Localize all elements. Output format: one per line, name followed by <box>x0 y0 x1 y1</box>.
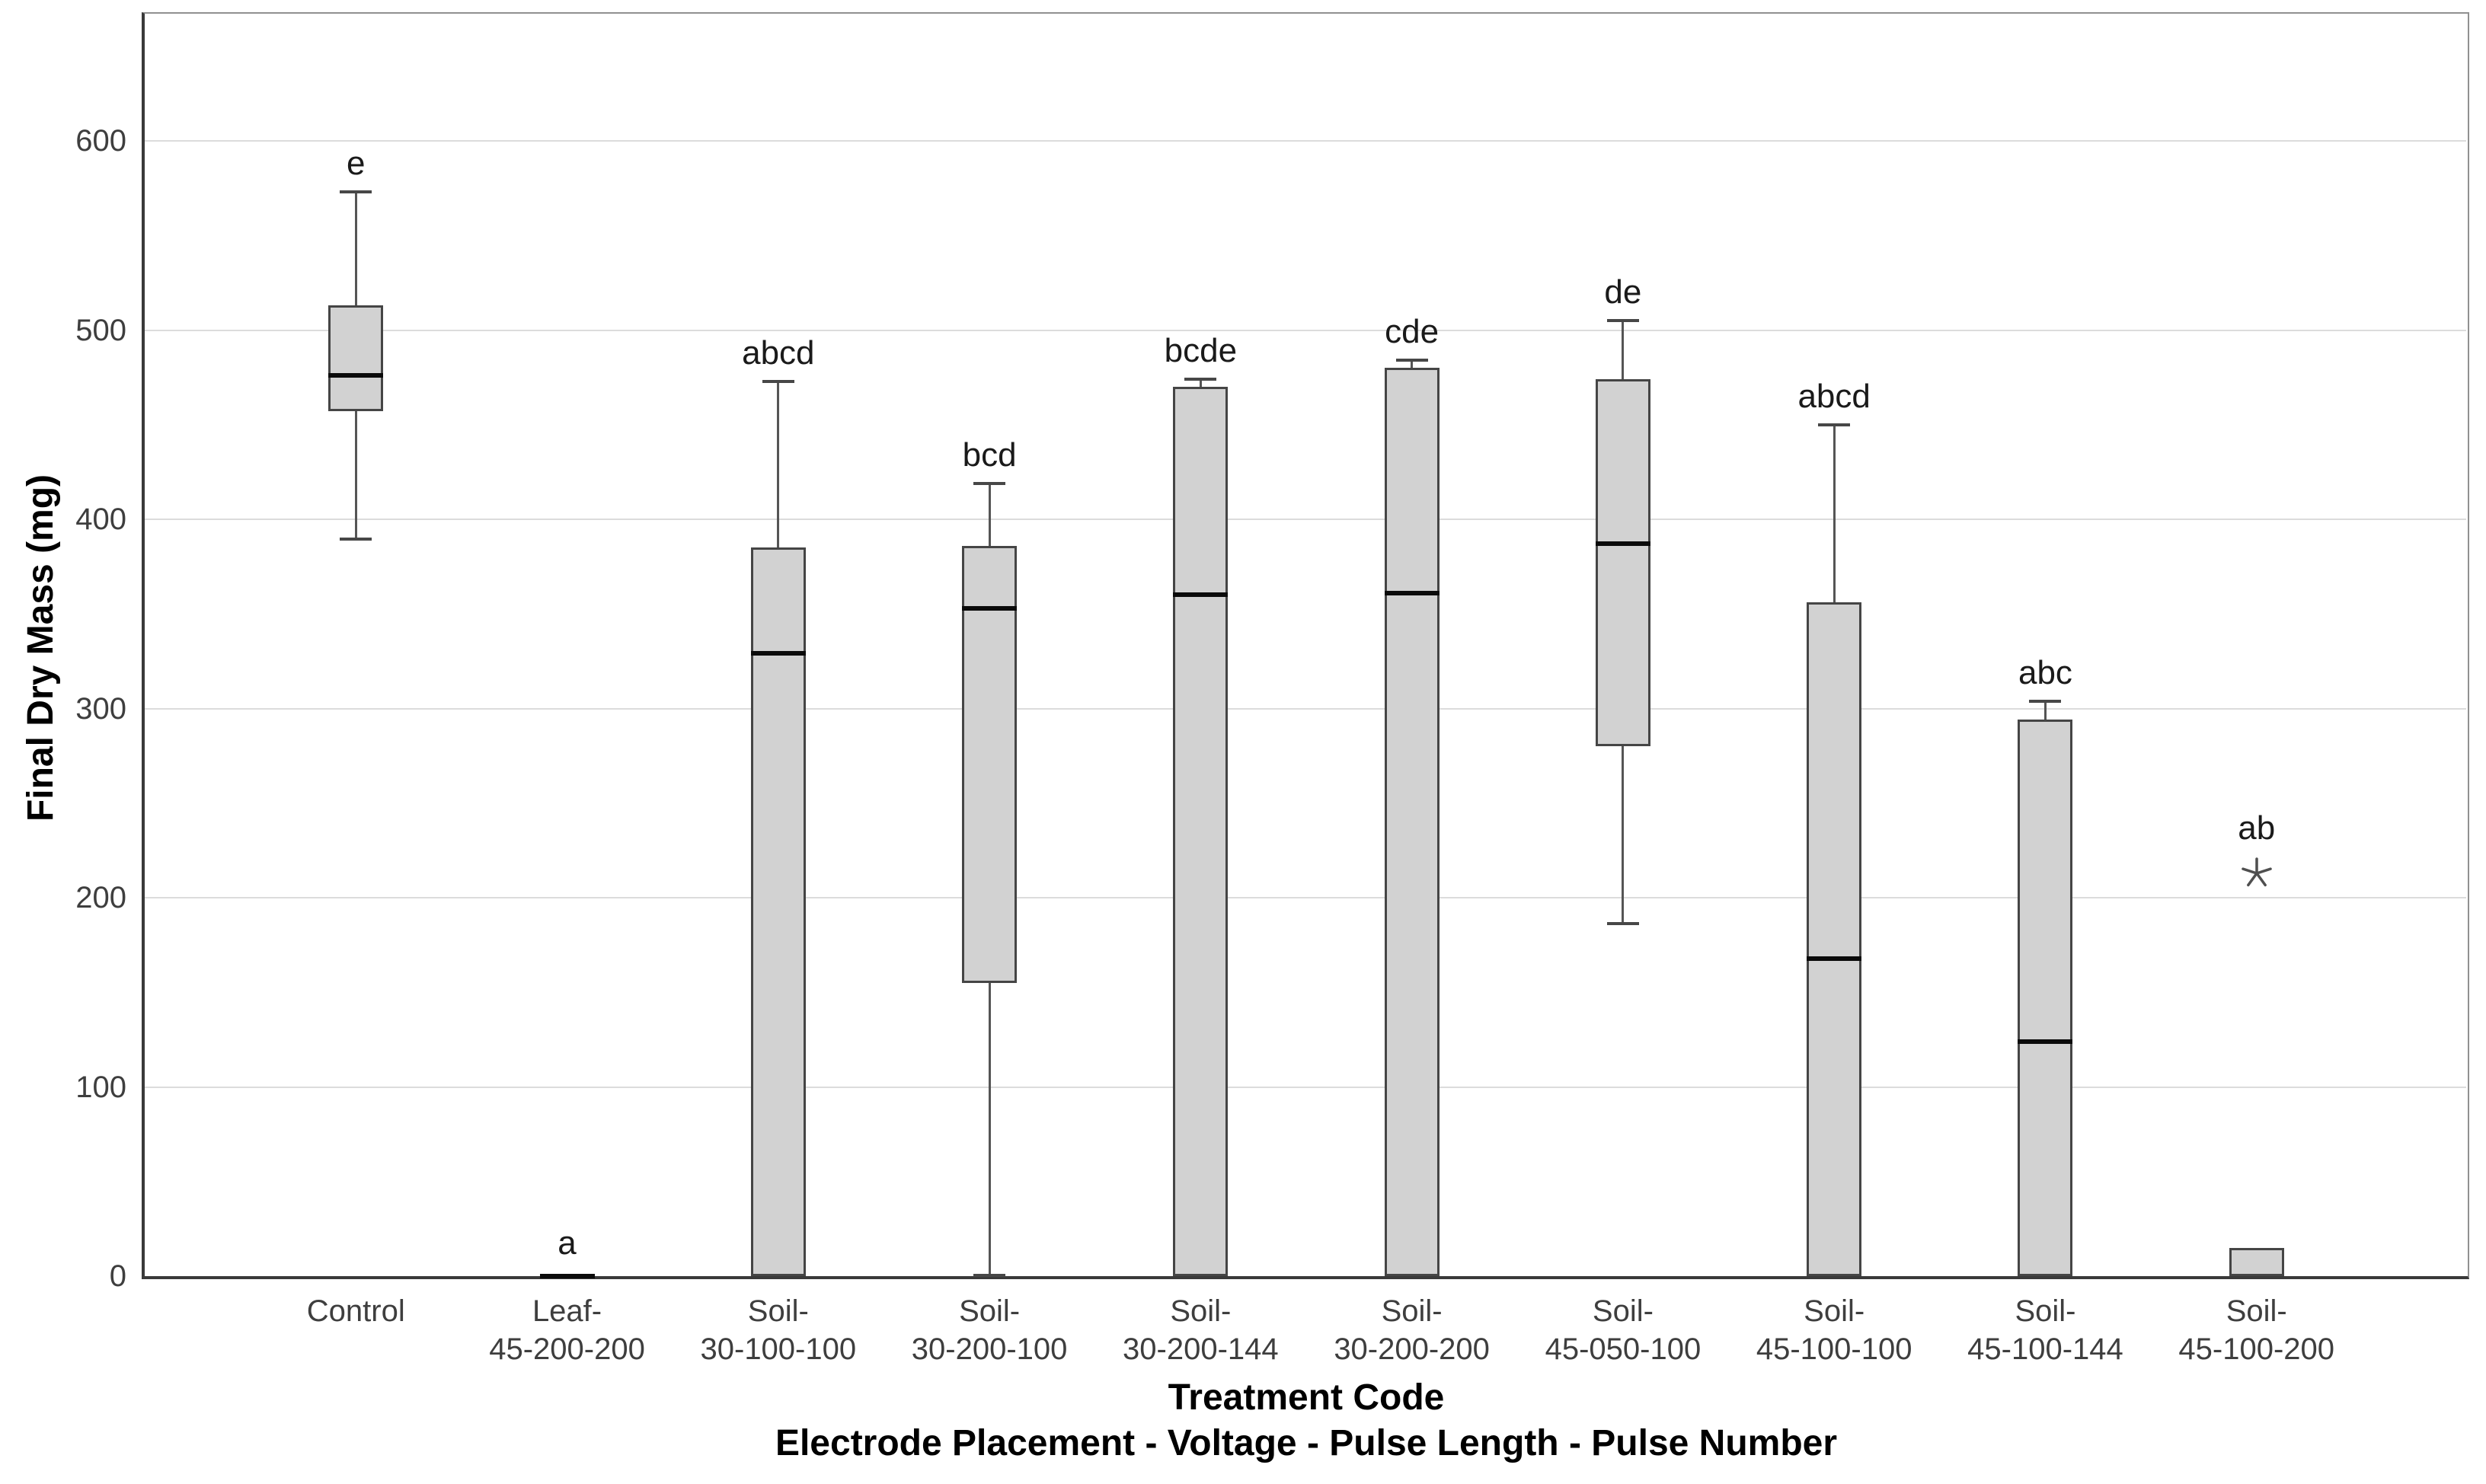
x-category-label-line: Soil- <box>1381 1294 1443 1328</box>
x-category-label-line: Soil- <box>2226 1294 2287 1328</box>
upper-whisker-stem <box>1622 321 1625 380</box>
significance-letter: de <box>1604 273 1642 311</box>
x-category-label: Leaf- 45-200-200 <box>453 1292 682 1368</box>
box-rect <box>2229 1247 2284 1276</box>
y-tick-label-500: 500 <box>75 313 126 347</box>
significance-letter: a <box>558 1224 577 1262</box>
x-category-label-line: 30-100-100 <box>700 1332 857 1366</box>
significance-letter: abcd <box>1797 377 1871 415</box>
x-category-label-line: 45-100-200 <box>2178 1332 2335 1366</box>
box-rect <box>750 547 806 1276</box>
x-category-label: Soil- 45-100-200 <box>2142 1292 2371 1368</box>
box-rect <box>962 545 1018 983</box>
box-rect <box>1595 379 1650 747</box>
y-tick-label-300: 300 <box>75 691 126 726</box>
median-line <box>962 605 1018 611</box>
gridline-400 <box>145 519 2466 520</box>
box-rect <box>1384 368 1440 1276</box>
upper-whisker-cap <box>1395 359 1428 362</box>
x-category-label-line: 30-200-100 <box>911 1332 1068 1366</box>
x-category-label-line: Soil- <box>2015 1294 2076 1328</box>
box-rect <box>1173 387 1229 1276</box>
lower-whisker-stem <box>354 411 357 541</box>
x-category-label-line: Soil- <box>1804 1294 1865 1328</box>
upper-whisker-cap <box>762 379 794 383</box>
upper-whisker-cap <box>973 481 1006 485</box>
x-category-label-line: 45-100-144 <box>1967 1332 2123 1366</box>
gridline-200 <box>145 897 2466 898</box>
x-category-label-line: 30-200-144 <box>1123 1332 1279 1366</box>
upper-whisker-cap <box>2029 699 2062 703</box>
x-category-label: Soil- 45-100-100 <box>1720 1292 1948 1368</box>
upper-whisker-stem <box>1411 360 1414 369</box>
outlier-star-icon <box>2241 857 2272 886</box>
x-category-label-line: 30-200-200 <box>1334 1332 1490 1366</box>
upper-whisker-stem <box>988 483 991 546</box>
median-line <box>328 373 384 378</box>
x-category-label: Soil- 30-200-144 <box>1086 1292 1315 1368</box>
lower-whisker-cap <box>340 538 372 541</box>
box-rect <box>1807 602 1862 1276</box>
x-axis-title-line2: Electrode Placement - Voltage - Pulse Le… <box>775 1423 1838 1463</box>
upper-whisker-cap <box>1818 423 1851 426</box>
box-rect <box>328 305 384 412</box>
upper-whisker-stem <box>2043 701 2047 720</box>
gridline-500 <box>145 329 2466 331</box>
lower-whisker-stem <box>988 982 991 1276</box>
x-category-label-line: Soil- <box>1170 1294 1232 1328</box>
x-category-label-line: Soil- <box>959 1294 1021 1328</box>
plot-area <box>142 12 2469 1279</box>
gridline-300 <box>145 707 2466 710</box>
significance-letter: abc <box>2018 653 2072 691</box>
significance-letter: bcde <box>1164 332 1238 370</box>
y-tick-label-0: 0 <box>109 1259 126 1293</box>
upper-whisker-cap <box>340 190 372 194</box>
y-tick-label-600: 600 <box>75 124 126 158</box>
median-line <box>750 651 806 656</box>
y-axis-title: Final Dry Mass (mg) <box>21 474 61 822</box>
x-category-label-line: 45-050-100 <box>1545 1332 1702 1366</box>
significance-letter: abcd <box>742 334 815 372</box>
y-tick-label-200: 200 <box>75 881 126 914</box>
x-category-label-line: 45-200-200 <box>489 1332 645 1366</box>
significance-letter: ab <box>2238 809 2276 847</box>
gridline-600 <box>145 140 2466 142</box>
median-line <box>1595 541 1650 547</box>
gridline-100 <box>145 1086 2466 1088</box>
upper-whisker-stem <box>354 192 357 306</box>
median-line <box>1807 956 1862 961</box>
significance-letter: e <box>347 145 366 183</box>
x-category-label-line: Control <box>306 1294 405 1328</box>
lower-whisker-cap <box>973 1274 1006 1277</box>
x-category-label-line: 45-100-100 <box>1756 1332 1912 1366</box>
upper-whisker-stem <box>1199 379 1202 388</box>
median-line <box>1173 592 1229 598</box>
x-category-label: Soil- 30-100-100 <box>664 1292 893 1368</box>
upper-whisker-stem <box>777 381 780 548</box>
y-tick-label-400: 400 <box>75 503 126 536</box>
significance-letter: bcd <box>962 436 1017 474</box>
significance-letter: cde <box>1385 313 1440 351</box>
lower-whisker-cap <box>1606 921 1639 925</box>
upper-whisker-stem <box>1833 424 1836 603</box>
x-category-label: Soil- 30-200-100 <box>875 1292 1104 1368</box>
lower-whisker-stem <box>1622 746 1625 924</box>
x-category-label: Soil- 30-200-200 <box>1298 1292 1526 1368</box>
x-category-label: Soil- 45-050-100 <box>1509 1292 1737 1368</box>
median-line <box>539 1274 595 1278</box>
y-tick-label-100: 100 <box>75 1070 126 1104</box>
x-category-label: Control <box>241 1292 470 1330</box>
x-category-label-line: Soil- <box>747 1294 809 1328</box>
box-rect <box>2018 720 2073 1276</box>
upper-whisker-cap <box>1184 378 1217 381</box>
x-category-label-line: Soil- <box>1592 1294 1654 1328</box>
median-line <box>1384 590 1440 595</box>
x-axis-title-line1: Treatment Code <box>1168 1377 1445 1418</box>
x-category-label: Soil- 45-100-144 <box>1931 1292 2159 1368</box>
median-line <box>2018 1039 2073 1044</box>
x-category-label-line: Leaf- <box>532 1294 602 1328</box>
upper-whisker-cap <box>1606 319 1639 323</box>
